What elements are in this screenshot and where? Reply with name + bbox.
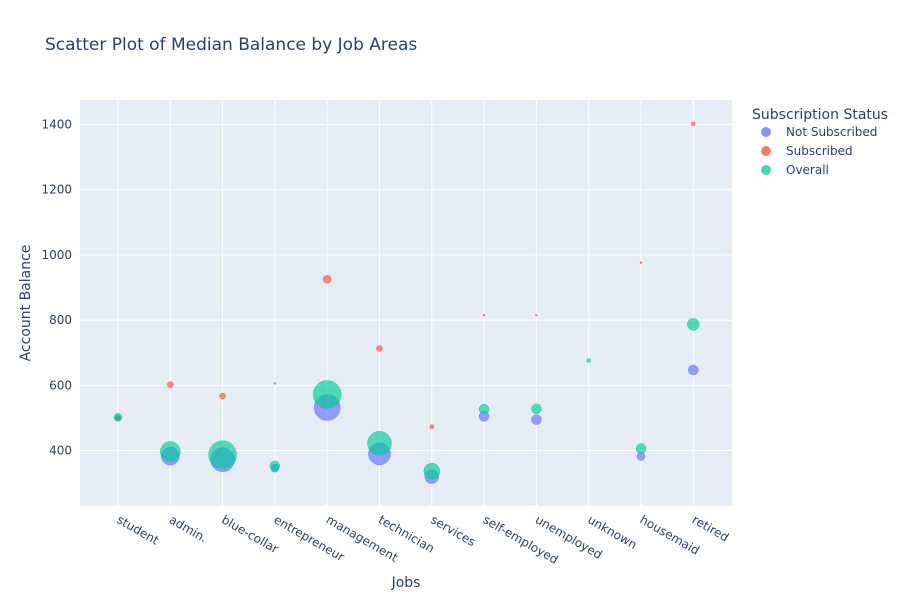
legend-item-subscribed[interactable]: Subscribed: [761, 144, 853, 158]
data-point[interactable]: [269, 460, 281, 472]
y-tick-label: 1400: [41, 117, 72, 131]
series-subscribed: [115, 121, 696, 430]
x-tick-label: admin.: [167, 512, 210, 545]
data-point[interactable]: [429, 424, 435, 430]
data-point[interactable]: [687, 318, 700, 331]
legend-label: Overall: [786, 163, 829, 177]
chart-title: Scatter Plot of Median Balance by Job Ar…: [45, 35, 417, 55]
legend-title: Subscription Status: [752, 107, 888, 123]
y-tick-label: 1200: [41, 183, 72, 197]
y-tick-label: 1000: [41, 248, 72, 262]
x-tick-label: retired: [690, 512, 731, 544]
legend-label: Not Subscribed: [786, 125, 877, 139]
plot-area: [80, 100, 732, 506]
markers: [113, 121, 700, 484]
data-point[interactable]: [482, 313, 486, 317]
data-point[interactable]: [322, 275, 332, 284]
y-axis-ticks: 400 600 800 1000 1200 1400: [41, 117, 72, 457]
series-overall: [113, 318, 700, 480]
legend-marker: [761, 146, 771, 156]
data-point[interactable]: [586, 358, 591, 363]
legend-label: Subscribed: [786, 144, 853, 158]
data-point[interactable]: [160, 441, 181, 462]
legend-item-overall[interactable]: Overall: [761, 163, 829, 177]
data-point[interactable]: [535, 313, 538, 317]
x-axis-title: Jobs: [391, 575, 421, 591]
data-point[interactable]: [312, 380, 342, 409]
legend-marker: [761, 127, 771, 137]
legend-item-not-subscribed[interactable]: Not Subscribed: [761, 125, 877, 139]
y-tick-label: 800: [49, 313, 72, 327]
y-axis-title: Account Balance: [18, 245, 34, 362]
data-point[interactable]: [688, 364, 699, 376]
data-point[interactable]: [208, 440, 237, 470]
data-point[interactable]: [113, 413, 123, 422]
data-point[interactable]: [376, 345, 383, 352]
y-tick-label: 600: [49, 378, 72, 392]
x-axis-ticks: student admin. blue-collarentrepreneurmana…: [115, 512, 732, 566]
x-tick-label: student: [115, 512, 162, 547]
data-point[interactable]: [531, 403, 542, 415]
x-tick-label: blue-collar: [219, 512, 281, 556]
data-point[interactable]: [639, 261, 643, 264]
data-point[interactable]: [273, 382, 277, 385]
grid: [80, 100, 732, 506]
data-point[interactable]: [478, 403, 490, 415]
data-point[interactable]: [635, 443, 647, 454]
data-point[interactable]: [167, 381, 174, 388]
data-point[interactable]: [219, 392, 226, 400]
data-point[interactable]: [423, 462, 441, 480]
data-point[interactable]: [691, 121, 696, 127]
y-tick-label: 400: [49, 444, 72, 458]
data-point[interactable]: [531, 414, 542, 425]
data-point[interactable]: [367, 431, 392, 456]
legend[interactable]: Subscription Status Not Subscribed Subscr…: [752, 107, 888, 177]
legend-marker: [761, 165, 771, 175]
